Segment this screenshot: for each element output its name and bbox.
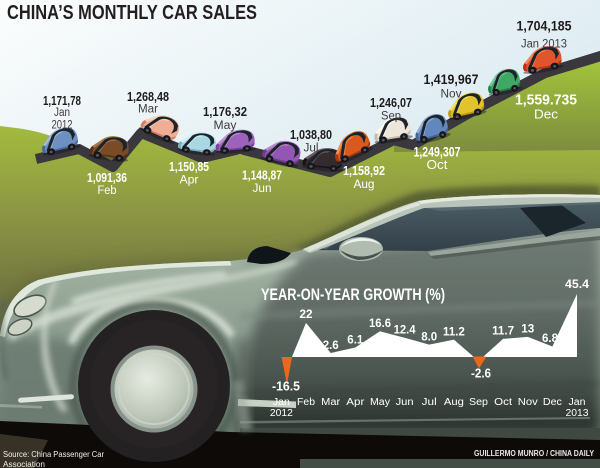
svg-text:1,176,32: 1,176,32	[203, 105, 247, 119]
svg-text:2.6: 2.6	[323, 338, 339, 352]
svg-text:Dec: Dec	[543, 397, 562, 408]
svg-text:16.6: 16.6	[369, 316, 391, 330]
svg-text:May: May	[214, 120, 237, 132]
svg-text:Jan: Jan	[273, 397, 290, 408]
svg-text:1,419,967: 1,419,967	[424, 72, 479, 87]
svg-text:Jul: Jul	[422, 397, 437, 408]
svg-text:1,246,07: 1,246,07	[370, 96, 412, 110]
svg-text:Jul: Jul	[304, 143, 319, 155]
svg-text:2013: 2013	[566, 408, 589, 419]
svg-text:Jun: Jun	[253, 183, 272, 195]
svg-text:1,171,78: 1,171,78	[43, 94, 81, 108]
svg-text:Mar: Mar	[138, 104, 158, 116]
svg-text:Association: Association	[3, 459, 45, 468]
svg-text:CHINA’S MONTHLY CAR SALES: CHINA’S MONTHLY CAR SALES	[7, 2, 257, 24]
svg-text:11.2: 11.2	[443, 325, 465, 339]
svg-text:1,704,185: 1,704,185	[517, 19, 572, 34]
svg-text:YEAR-ON-YEAR GROWTH (%): YEAR-ON-YEAR GROWTH (%)	[261, 286, 445, 304]
svg-text:Dec: Dec	[534, 108, 558, 122]
svg-text:1,091,36: 1,091,36	[87, 171, 127, 185]
svg-text:Aug: Aug	[444, 397, 464, 408]
svg-text:1,559.735: 1,559.735	[515, 92, 577, 109]
svg-text:-16.5: -16.5	[272, 379, 300, 394]
svg-text:1,268,48: 1,268,48	[127, 90, 169, 104]
svg-text:Nov: Nov	[441, 89, 462, 101]
svg-text:13: 13	[521, 322, 534, 336]
svg-text:Sep: Sep	[381, 111, 401, 123]
svg-text:6.1: 6.1	[347, 333, 363, 347]
svg-text:Apr: Apr	[180, 175, 199, 187]
svg-text:22: 22	[300, 307, 313, 321]
svg-text:1,148,87: 1,148,87	[242, 169, 282, 183]
svg-text:Oct: Oct	[427, 158, 449, 172]
svg-text:Feb: Feb	[297, 397, 315, 408]
svg-text:2012: 2012	[52, 120, 73, 132]
svg-text:Nov: Nov	[518, 397, 538, 408]
svg-text:12.4: 12.4	[394, 323, 416, 337]
svg-text:2012: 2012	[270, 408, 293, 419]
svg-text:1,038,80: 1,038,80	[290, 128, 332, 142]
svg-text:Jun: Jun	[396, 397, 414, 408]
svg-text:1,158,92: 1,158,92	[343, 164, 385, 178]
svg-text:Jan 2013: Jan 2013	[521, 39, 567, 51]
svg-text:Aug: Aug	[354, 179, 375, 191]
svg-text:8.0: 8.0	[421, 330, 437, 344]
svg-text:Jan: Jan	[569, 397, 586, 408]
svg-text:GUILLERMO MUNRO / CHINA DAILY: GUILLERMO MUNRO / CHINA DAILY	[474, 448, 594, 458]
svg-text:11.7: 11.7	[492, 324, 514, 338]
svg-text:Jan: Jan	[54, 107, 70, 119]
svg-text:45.4: 45.4	[565, 277, 589, 291]
svg-text:May: May	[370, 397, 390, 408]
svg-text:Oct: Oct	[494, 397, 512, 408]
svg-text:1,150,85: 1,150,85	[169, 160, 209, 174]
svg-text:-2.6: -2.6	[471, 367, 491, 381]
svg-text:Source: China Passenger Car: Source: China Passenger Car	[3, 449, 104, 459]
svg-text:1,249,307: 1,249,307	[414, 145, 461, 160]
svg-text:Apr: Apr	[346, 397, 365, 408]
svg-text:Mar: Mar	[321, 397, 341, 408]
svg-text:6.8: 6.8	[542, 331, 558, 345]
svg-text:Sep: Sep	[469, 397, 488, 408]
svg-text:Feb: Feb	[98, 185, 117, 197]
